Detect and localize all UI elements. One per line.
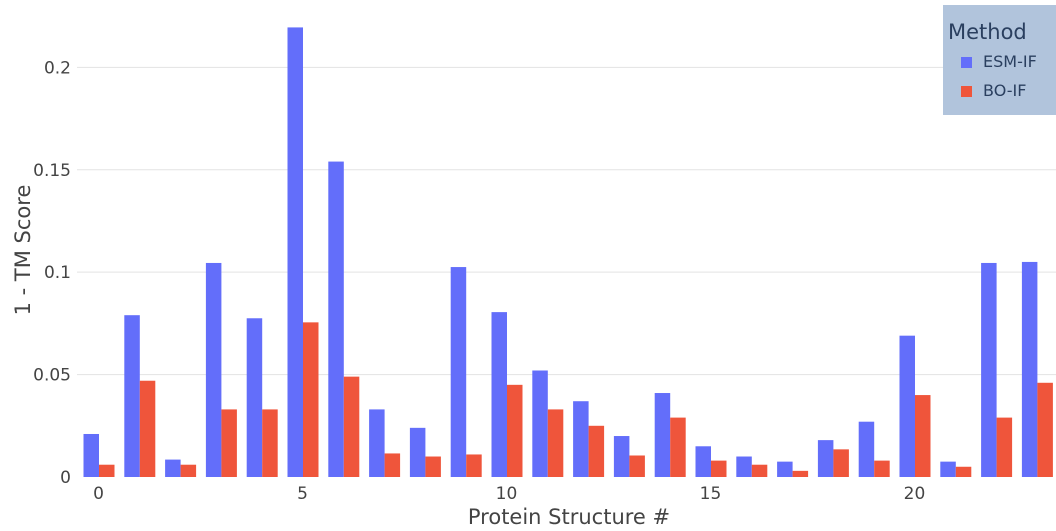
legend-title: Method xyxy=(948,20,1027,44)
legend-swatch-esm-if xyxy=(961,57,972,68)
legend-label-esm-if[interactable]: ESM-IF xyxy=(983,52,1037,71)
bar-bo-if-11 xyxy=(547,409,564,477)
bar-bo-if-9 xyxy=(466,454,482,477)
bar-esm-if-7 xyxy=(369,409,385,477)
bar-bo-if-6 xyxy=(343,376,360,477)
bar-esm-if-8 xyxy=(409,427,426,477)
bar-esm-if-11 xyxy=(532,370,548,477)
bar-bo-if-19 xyxy=(874,460,890,477)
bar-esm-if-21 xyxy=(940,461,956,477)
bar-esm-if-23 xyxy=(1021,261,1038,477)
bar-bo-if-3 xyxy=(221,409,237,477)
x-tick-label: 20 xyxy=(904,484,926,504)
bar-bo-if-16 xyxy=(751,464,768,477)
bar-bo-if-0 xyxy=(99,464,115,477)
bar-esm-if-5 xyxy=(287,27,303,477)
bar-esm-if-20 xyxy=(899,335,915,477)
y-tick-label: 0 xyxy=(60,468,71,488)
bar-esm-if-22 xyxy=(981,262,997,477)
bar-bo-if-20 xyxy=(915,395,931,477)
bar-bo-if-1 xyxy=(139,380,156,477)
legend-swatch-bo-if xyxy=(961,86,972,97)
legend[interactable]: Method ESM-IF BO-IF xyxy=(943,5,1056,115)
bar-bo-if-8 xyxy=(425,456,441,477)
x-tick-label: 5 xyxy=(297,484,308,504)
x-axis-title: Protein Structure # xyxy=(468,505,670,529)
bar-bo-if-21 xyxy=(955,466,972,477)
y-axis-title: 1 - TM Score xyxy=(11,185,35,316)
bar-esm-if-19 xyxy=(858,421,875,477)
bar-bo-if-4 xyxy=(262,409,278,477)
bar-bo-if-23 xyxy=(1037,382,1053,477)
bar-esm-if-18 xyxy=(817,440,834,477)
bar-esm-if-9 xyxy=(450,267,467,477)
bar-bo-if-17 xyxy=(792,470,809,477)
bar-esm-if-14 xyxy=(654,393,671,477)
bar-bo-if-10 xyxy=(507,384,523,477)
bar-esm-if-13 xyxy=(613,436,630,477)
bar-esm-if-15 xyxy=(695,446,711,477)
bar-bo-if-7 xyxy=(384,453,401,477)
x-tick-label: 0 xyxy=(93,484,104,504)
bar-esm-if-3 xyxy=(205,262,222,477)
gridlines xyxy=(77,66,1056,376)
bars xyxy=(83,27,1053,477)
bar-bo-if-13 xyxy=(629,455,645,477)
bar-esm-if-2 xyxy=(165,459,181,477)
legend-label-bo-if[interactable]: BO-IF xyxy=(983,81,1026,100)
y-tick-label: 0.15 xyxy=(33,161,71,181)
bar-esm-if-16 xyxy=(736,456,752,477)
bar-esm-if-10 xyxy=(491,312,507,477)
bar-bo-if-14 xyxy=(670,417,686,477)
bar-esm-if-12 xyxy=(573,401,589,477)
bar-esm-if-1 xyxy=(124,315,140,477)
y-tick-label: 0.05 xyxy=(33,366,71,386)
bar-bo-if-5 xyxy=(303,322,319,477)
x-tick-labels: 0 5 10 15 20 xyxy=(93,484,925,504)
y-tick-label: 0.1 xyxy=(44,263,71,283)
bar-bo-if-18 xyxy=(833,449,849,477)
bar-esm-if-6 xyxy=(328,161,344,477)
bar-esm-if-17 xyxy=(777,461,793,477)
bar-esm-if-0 xyxy=(83,433,99,477)
x-tick-label: 15 xyxy=(700,484,722,504)
y-tick-label: 0.2 xyxy=(44,58,71,78)
x-tick-label: 10 xyxy=(496,484,518,504)
bar-bo-if-15 xyxy=(711,460,727,477)
bar-bo-if-2 xyxy=(180,464,197,477)
bar-bo-if-12 xyxy=(588,425,605,477)
bar-esm-if-4 xyxy=(246,318,263,477)
bar-bo-if-22 xyxy=(996,417,1013,477)
y-tick-labels: 0 0.05 0.1 0.15 0.2 xyxy=(33,58,71,488)
